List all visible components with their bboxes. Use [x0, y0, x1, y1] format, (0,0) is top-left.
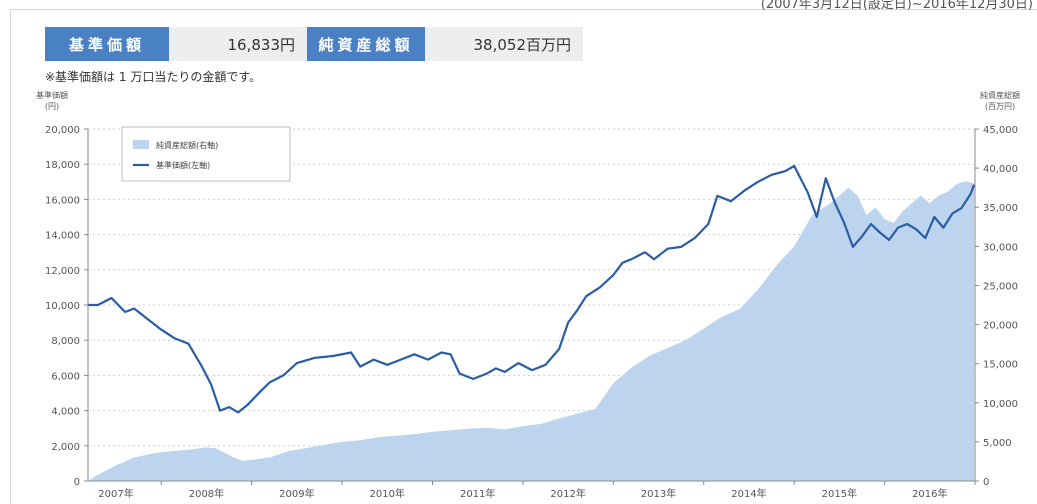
legend-label-nav: 基準価額(左軸) [156, 160, 210, 170]
left-axis-ticks: 0 2,000 4,000 6,000 8,000 10,000 12,000 14,000 1… [45, 125, 88, 488]
x-tick-label: 2012年 [550, 487, 585, 500]
panel-border-left [10, 9, 11, 504]
left-tick-label: 10,000 [45, 301, 80, 312]
left-axis-title: 基準価額 (円) [36, 90, 68, 111]
net-assets-area-layer [88, 181, 975, 481]
right-tick-label: 25,000 [983, 281, 1018, 292]
right-axis-title-line1: 純資産総額 [980, 90, 1020, 100]
right-tick-label: 5,000 [983, 438, 1012, 449]
left-tick-label: 18,000 [45, 160, 80, 171]
left-tick-label: 8,000 [51, 336, 80, 347]
legend-label-net-assets: 純資産総額(右軸) [156, 140, 218, 150]
legend-swatch-net-assets [133, 140, 149, 149]
left-tick-label: 4,000 [51, 407, 80, 418]
period-text: (2007年3月12日(設定日)~2016年12月30日) [760, 0, 1033, 12]
left-tick-label: 16,000 [45, 195, 80, 206]
left-tick-label: 0 [74, 477, 80, 488]
x-tick-label: 2009年 [279, 487, 314, 500]
legend: 純資産総額(右軸) 基準価額(左軸) [121, 126, 291, 182]
x-axis-ticks: 2007年 2008年 2009年 2010年 2011年 2012年 2013年 2014年… [98, 481, 976, 500]
left-tick-label: 2,000 [51, 442, 80, 453]
left-tick-label: 6,000 [51, 371, 80, 382]
right-tick-label: 15,000 [983, 360, 1018, 371]
panel-border-top [10, 9, 1037, 10]
x-tick-label: 2010年 [370, 487, 405, 500]
right-axis-title: 純資産総額 (百万円) [980, 90, 1020, 111]
x-tick-label: 2014年 [731, 487, 766, 500]
right-axis-ticks: 0 5,000 10,000 15,000 20,000 25,000 30,000 35,0… [975, 125, 1018, 488]
legend-box [121, 126, 291, 182]
right-tick-label: 40,000 [983, 164, 1018, 175]
x-tick-label: 2007年 [98, 487, 133, 500]
nav-line-layer [88, 164, 976, 414]
left-axis-title-line1: 基準価額 [36, 90, 68, 100]
assets-value: 38,052百万円 [425, 27, 583, 61]
nav-line [88, 164, 976, 414]
left-tick-label: 14,000 [45, 231, 80, 242]
x-tick-label: 2008年 [189, 487, 224, 500]
net-assets-area [88, 181, 975, 481]
footnote: ※基準価額は 1 万口当たりの金額です。 [45, 70, 262, 84]
right-tick-label: 30,000 [983, 242, 1018, 253]
left-tick-label: 20,000 [45, 125, 80, 136]
nav-label: 基準価額 [45, 27, 169, 61]
right-tick-label: 20,000 [983, 321, 1018, 332]
x-tick-label: 2015年 [822, 487, 857, 500]
right-tick-label: 10,000 [983, 399, 1018, 410]
left-tick-label: 12,000 [45, 266, 80, 277]
left-axis-title-line2: (円) [45, 102, 59, 111]
right-tick-label: 0 [983, 477, 989, 488]
assets-label: 純資産総額 [307, 27, 425, 61]
x-tick-label: 2011年 [460, 487, 495, 500]
nav-value: 16,833円 [169, 27, 307, 61]
summary-bar: 基準価額 16,833円 純資産総額 38,052百万円 [45, 27, 583, 61]
right-tick-label: 45,000 [983, 125, 1018, 136]
x-tick-label: 2013年 [641, 487, 676, 500]
right-axis-title-line2: (百万円) [985, 102, 1015, 111]
x-tick-label: 2016年 [912, 487, 947, 500]
right-tick-label: 35,000 [983, 203, 1018, 214]
